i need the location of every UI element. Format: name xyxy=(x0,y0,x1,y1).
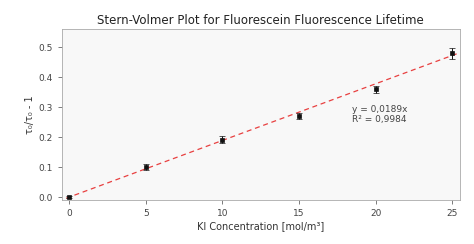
X-axis label: KI Concentration [mol/m³]: KI Concentration [mol/m³] xyxy=(197,221,324,231)
Y-axis label: τ₀/τ₀ - 1: τ₀/τ₀ - 1 xyxy=(26,95,36,134)
Text: y = 0,0189x
R² = 0,9984: y = 0,0189x R² = 0,9984 xyxy=(352,105,408,124)
Title: Stern-Volmer Plot for Fluorescein Fluorescence Lifetime: Stern-Volmer Plot for Fluorescein Fluore… xyxy=(97,14,424,27)
